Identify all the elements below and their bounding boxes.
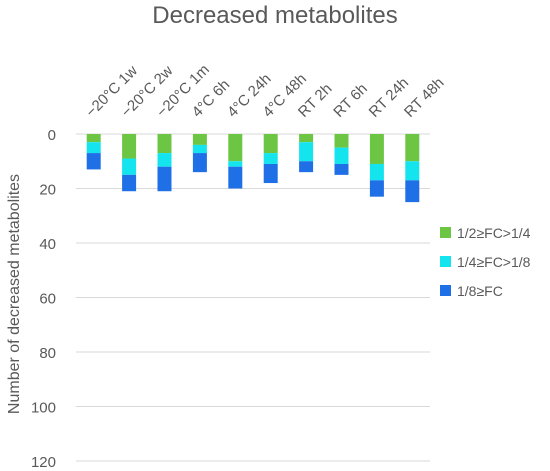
- bar-segment: [228, 166, 243, 189]
- bar-segment: [228, 161, 243, 167]
- bar-segment: [369, 163, 384, 181]
- bar-segment: [122, 134, 137, 159]
- y-tick-label: 0: [48, 127, 56, 144]
- bar-segment: [122, 158, 137, 175]
- bar-segment: [86, 134, 101, 143]
- y-tick-label: 20: [39, 182, 56, 199]
- x-tick-label: RT 48h: [401, 74, 447, 120]
- bar-segment: [86, 153, 101, 170]
- y-tick-label: 80: [39, 345, 56, 362]
- bar-segment: [299, 161, 314, 173]
- y-axis-label: Number of decreased metabolites: [6, 174, 23, 414]
- bar-segment: [192, 153, 207, 173]
- bar-segment: [122, 174, 137, 192]
- bar-segment: [192, 144, 207, 154]
- bar-segment: [192, 134, 207, 145]
- bar-segment: [334, 163, 349, 175]
- bar-segment: [263, 134, 278, 154]
- bar-segment: [369, 180, 384, 197]
- bars: [86, 134, 420, 203]
- bar-segment: [405, 161, 420, 181]
- bar-segment: [334, 134, 349, 148]
- legend: 1/2≥FC>1/4 1/4≥FC>1/8 1/8≥FC: [440, 225, 531, 299]
- chart-title: Decreased metabolites: [152, 2, 397, 29]
- y-tick-label: 40: [39, 236, 56, 253]
- bar-segment: [369, 134, 384, 164]
- bar-segment: [228, 134, 243, 162]
- legend-swatch: [440, 227, 451, 238]
- bar-segment: [263, 153, 278, 164]
- y-tick-label: 60: [39, 291, 56, 308]
- bar-segment: [299, 134, 314, 143]
- y-tick-labels: 0 20 40 60 80 100 120: [31, 127, 56, 471]
- y-tick-label: 100: [31, 400, 56, 417]
- bar-segment: [157, 134, 172, 154]
- bar-segment: [299, 142, 314, 162]
- y-tick-label: 120: [31, 454, 56, 471]
- bar-segment: [263, 163, 278, 184]
- x-tick-labels: −20°C 1w−20°C 2w−20°C 1m4°C 6h4°C 24h4°C…: [83, 61, 448, 121]
- legend-label: 1/4≥FC>1/8: [457, 254, 531, 270]
- legend-swatch: [440, 256, 451, 267]
- bar-segment: [86, 142, 101, 154]
- legend-label: 1/2≥FC>1/4: [457, 225, 531, 241]
- bar-segment: [405, 134, 420, 162]
- bar-segment: [334, 147, 349, 164]
- bar-segment: [157, 153, 172, 167]
- x-tick-label: RT 6h: [330, 80, 371, 121]
- bar-segment: [157, 166, 172, 192]
- legend-swatch: [440, 285, 451, 296]
- bar-segment: [405, 180, 420, 203]
- legend-label: 1/8≥FC: [457, 283, 503, 299]
